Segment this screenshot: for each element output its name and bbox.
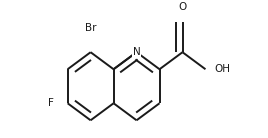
Text: N: N — [133, 47, 140, 57]
Text: OH: OH — [215, 64, 231, 74]
Text: Br: Br — [85, 23, 96, 33]
Text: O: O — [178, 2, 187, 12]
Text: F: F — [48, 98, 54, 108]
